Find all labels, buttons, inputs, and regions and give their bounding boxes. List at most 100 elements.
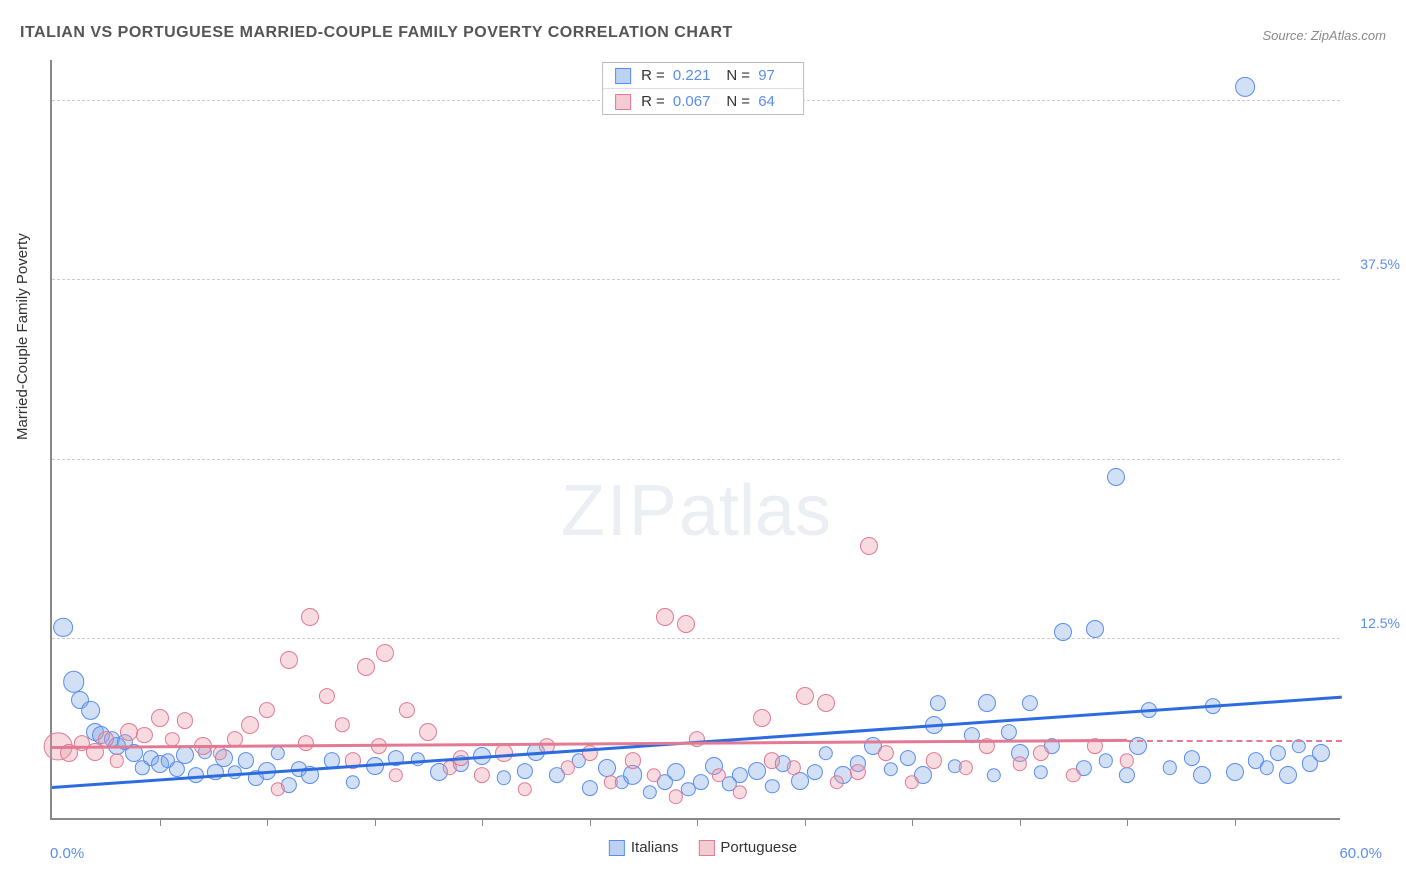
data-point-italian[interactable] (1183, 750, 1199, 766)
n-value-portuguese: 64 (758, 93, 775, 110)
data-point-portuguese[interactable] (733, 785, 747, 799)
data-point-portuguese[interactable] (335, 718, 349, 732)
data-point-italian[interactable] (63, 671, 85, 693)
data-point-italian[interactable] (642, 785, 656, 799)
data-point-portuguese[interactable] (878, 745, 894, 761)
data-point-italian[interactable] (237, 753, 253, 769)
data-point-italian[interactable] (1119, 767, 1135, 783)
data-point-portuguese[interactable] (860, 537, 878, 555)
legend-correlation-stats: R = 0.221 N = 97 R = 0.067 N = 64 (602, 62, 804, 115)
data-point-italian[interactable] (765, 779, 779, 793)
data-point-italian[interactable] (1001, 724, 1017, 740)
data-point-portuguese[interactable] (389, 768, 403, 782)
data-point-italian[interactable] (1086, 620, 1104, 638)
data-point-portuguese[interactable] (1120, 753, 1134, 767)
legend-label-portuguese: Portuguese (720, 839, 797, 856)
data-point-italian[interactable] (1279, 766, 1297, 784)
data-point-portuguese[interactable] (561, 761, 575, 775)
data-point-italian[interactable] (496, 771, 510, 785)
data-point-italian[interactable] (1260, 761, 1274, 775)
data-point-italian[interactable] (930, 695, 946, 711)
data-point-portuguese[interactable] (1012, 756, 1026, 770)
data-point-portuguese[interactable] (677, 615, 695, 633)
data-point-italian[interactable] (819, 746, 833, 760)
data-point-italian[interactable] (693, 774, 709, 790)
x-tick (697, 818, 698, 826)
data-point-portuguese[interactable] (136, 727, 152, 743)
legend-label-italian: Italians (631, 839, 679, 856)
x-tick (1235, 818, 1236, 826)
data-point-portuguese[interactable] (319, 688, 335, 704)
data-point-portuguese[interactable] (796, 687, 814, 705)
data-point-portuguese[interactable] (830, 775, 844, 789)
data-point-portuguese[interactable] (518, 782, 532, 796)
data-point-portuguese[interactable] (376, 644, 394, 662)
data-point-italian[interactable] (1193, 766, 1211, 784)
data-point-portuguese[interactable] (925, 753, 941, 769)
data-point-portuguese[interactable] (109, 753, 123, 767)
x-tick (912, 818, 913, 826)
data-point-portuguese[interactable] (271, 782, 285, 796)
data-point-portuguese[interactable] (753, 709, 771, 727)
eq-sign: = (741, 67, 750, 84)
data-point-italian[interactable] (1022, 695, 1038, 711)
data-point-italian[interactable] (807, 764, 823, 780)
y-tick-label: 12.5% (1350, 615, 1400, 631)
data-point-portuguese[interactable] (399, 702, 415, 718)
data-point-portuguese[interactable] (419, 723, 437, 741)
data-point-italian[interactable] (1235, 77, 1255, 97)
plot-area: ZIPatlas 12.5%37.5% (50, 60, 1340, 820)
data-point-italian[interactable] (1034, 765, 1048, 779)
data-point-italian[interactable] (176, 746, 194, 764)
data-point-italian[interactable] (748, 762, 766, 780)
data-point-italian[interactable] (581, 780, 597, 796)
data-point-italian[interactable] (1054, 623, 1072, 641)
data-point-italian[interactable] (53, 617, 73, 637)
data-point-italian[interactable] (1163, 761, 1177, 775)
data-point-italian[interactable] (732, 767, 748, 783)
data-point-italian[interactable] (978, 694, 996, 712)
legend-series: Italians Portuguese (609, 839, 797, 856)
data-point-portuguese[interactable] (259, 702, 275, 718)
swatch-italian-icon (615, 68, 631, 84)
data-point-portuguese[interactable] (1066, 768, 1080, 782)
data-point-portuguese[interactable] (301, 608, 319, 626)
data-point-italian[interactable] (1107, 468, 1125, 486)
y-axis-label: Married-Couple Family Poverty (14, 233, 31, 440)
data-point-italian[interactable] (1226, 763, 1244, 781)
data-point-portuguese[interactable] (668, 789, 682, 803)
data-point-italian[interactable] (81, 701, 101, 721)
data-point-portuguese[interactable] (1033, 745, 1049, 761)
source-link[interactable]: ZipAtlas.com (1311, 28, 1386, 43)
data-point-portuguese[interactable] (280, 651, 298, 669)
data-point-portuguese[interactable] (817, 694, 835, 712)
data-point-italian[interactable] (271, 746, 285, 760)
data-point-italian[interactable] (883, 762, 897, 776)
gridline (52, 638, 1340, 639)
data-point-portuguese[interactable] (151, 709, 169, 727)
trendline-portuguese (1127, 740, 1342, 742)
data-point-italian[interactable] (346, 775, 360, 789)
eq-sign: = (741, 93, 750, 110)
data-point-italian[interactable] (1312, 744, 1330, 762)
gridline (52, 459, 1340, 460)
data-point-portuguese[interactable] (905, 775, 919, 789)
data-point-portuguese[interactable] (357, 658, 375, 676)
data-point-italian[interactable] (1269, 745, 1285, 761)
data-point-italian[interactable] (517, 763, 533, 779)
data-point-italian[interactable] (598, 759, 616, 777)
data-point-portuguese[interactable] (689, 731, 705, 747)
data-point-italian[interactable] (900, 750, 916, 766)
data-point-italian[interactable] (1098, 753, 1112, 767)
chart-title: ITALIAN VS PORTUGUESE MARRIED-COUPLE FAM… (20, 24, 733, 42)
data-point-portuguese[interactable] (474, 767, 490, 783)
data-point-portuguese[interactable] (241, 716, 259, 734)
data-point-italian[interactable] (667, 763, 685, 781)
data-point-portuguese[interactable] (959, 761, 973, 775)
data-point-portuguese[interactable] (656, 608, 674, 626)
x-tick (805, 818, 806, 826)
data-point-portuguese[interactable] (850, 764, 866, 780)
data-point-portuguese[interactable] (177, 712, 193, 728)
n-label: N (726, 67, 737, 84)
data-point-italian[interactable] (986, 768, 1000, 782)
